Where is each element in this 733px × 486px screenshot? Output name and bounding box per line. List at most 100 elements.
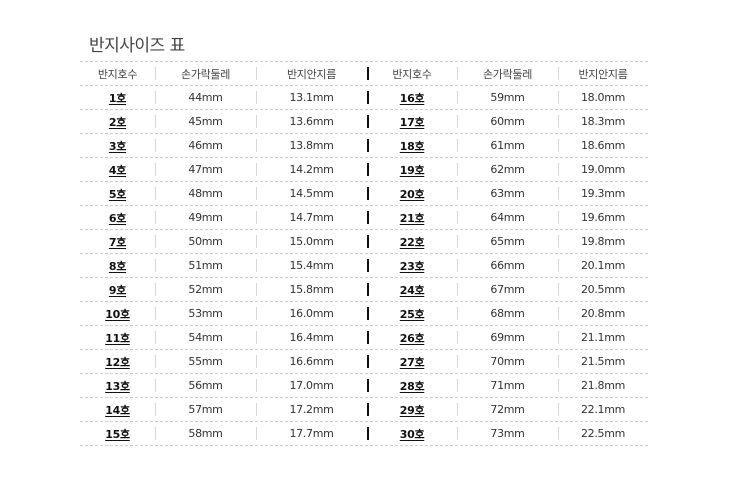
circumference-cell: 48mm [155,182,256,205]
circumference-cell-text: 71mm [490,379,525,392]
circumference-cell: 55mm [155,350,256,373]
diameter-cell: 15.4mm [256,254,367,277]
circumference-cell-text: 58mm [188,427,223,440]
size-cell-text: 22호 [399,235,425,249]
diameter-cell-text: 18.6mm [580,139,626,152]
circumference-cell-text: 57mm [188,403,223,416]
diameter-cell: 18.3mm [558,110,648,133]
size-cell-text: 23호 [399,259,425,273]
table-row: 1호 44mm 13.1mm 16호 59mm 18.0mm [80,85,648,109]
size-cell-text: 21호 [399,211,425,225]
circumference-cell: 64mm [457,206,558,229]
page-title: 반지사이즈 표 [89,36,185,56]
circumference-cell-text: 64mm [490,211,525,224]
size-cell-text: 27호 [399,355,425,369]
size-cell-text: 6호 [108,211,127,225]
circumference-cell-text: 70mm [490,355,525,368]
circumference-cell-text: 46mm [188,139,223,152]
diameter-cell-text: 20.8mm [580,307,626,320]
circumference-cell: 59mm [457,86,558,109]
size-cell: 24호 [367,278,457,301]
diameter-cell: 18.0mm [558,86,648,109]
size-cell: 20호 [367,182,457,205]
circumference-cell: 53mm [155,302,256,325]
circumference-cell-text: 55mm [188,355,223,368]
diameter-cell: 21.8mm [558,374,648,397]
circumference-cell-text: 66mm [490,259,525,272]
diameter-cell-text: 15.4mm [289,259,334,272]
size-cell-text: 15호 [105,427,130,441]
table-row: 15호 58mm 17.7mm 30호 73mm 22.5mm [80,421,648,446]
diameter-cell: 13.6mm [256,110,367,133]
diameter-cell: 22.5mm [558,422,648,445]
size-cell-text: 17호 [399,115,425,129]
diameter-cell-text: 19.0mm [580,163,626,176]
circumference-cell: 65mm [457,230,558,253]
circumference-cell: 69mm [457,326,558,349]
circumference-cell: 68mm [457,302,558,325]
size-cell-text: 25호 [399,307,425,321]
circumference-cell-text: 44mm [188,91,223,104]
diameter-cell-text: 13.6mm [289,115,334,128]
diameter-cell-text: 15.8mm [289,283,334,296]
table-header-row: 반지호수 손가락둘레 반지안지름 반지호수 손가락둘레 반지안지름 [80,61,648,85]
size-cell-text: 18호 [399,139,425,153]
diameter-cell: 13.8mm [256,134,367,157]
size-cell-text: 7호 [108,235,127,249]
size-cell-text: 29호 [399,403,425,417]
diameter-cell-text: 20.1mm [580,259,626,272]
diameter-cell-text: 20.5mm [580,283,626,296]
circumference-cell: 72mm [457,398,558,421]
circumference-cell: 60mm [457,110,558,133]
diameter-cell: 15.8mm [256,278,367,301]
diameter-cell-text: 18.3mm [580,115,626,128]
size-cell-text: 20호 [399,187,425,201]
diameter-cell: 17.7mm [256,422,367,445]
diameter-cell-text: 17.0mm [289,379,334,392]
table-row: 8호 51mm 15.4mm 23호 66mm 20.1mm [80,253,648,277]
circumference-cell: 66mm [457,254,558,277]
circumference-cell: 58mm [155,422,256,445]
size-cell: 3호 [80,134,155,157]
size-cell: 14호 [80,398,155,421]
size-cell-text: 11호 [105,331,130,345]
circumference-cell: 62mm [457,158,558,181]
table-row: 5호 48mm 14.5mm 20호 63mm 19.3mm [80,181,648,205]
size-cell-text: 5호 [108,187,127,201]
size-cell: 12호 [80,350,155,373]
diameter-cell: 20.5mm [558,278,648,301]
circumference-cell: 56mm [155,374,256,397]
size-cell: 11호 [80,326,155,349]
circumference-cell: 61mm [457,134,558,157]
size-cell: 1호 [80,86,155,109]
diameter-cell: 21.5mm [558,350,648,373]
size-cell: 17호 [367,110,457,133]
diameter-cell: 19.0mm [558,158,648,181]
circumference-cell: 47mm [155,158,256,181]
size-cell: 4호 [80,158,155,181]
diameter-cell: 18.6mm [558,134,648,157]
circumference-cell-text: 45mm [188,115,223,128]
circumference-cell-text: 50mm [188,235,223,248]
size-cell-text: 3호 [108,139,127,153]
diameter-cell: 21.1mm [558,326,648,349]
header-circumference: 손가락둘레 [155,62,256,85]
size-cell: 2호 [80,110,155,133]
diameter-cell-text: 22.5mm [580,427,626,440]
size-cell: 19호 [367,158,457,181]
diameter-cell-text: 21.8mm [580,379,626,392]
size-cell-text: 28호 [399,379,425,393]
circumference-cell: 71mm [457,374,558,397]
table-row: 4호 47mm 14.2mm 19호 62mm 19.0mm [80,157,648,181]
size-cell-text: 12호 [105,355,130,369]
diameter-cell: 16.4mm [256,326,367,349]
circumference-cell: 46mm [155,134,256,157]
circumference-cell-text: 47mm [188,163,223,176]
diameter-cell: 14.5mm [256,182,367,205]
size-cell: 28호 [367,374,457,397]
circumference-cell-text: 56mm [188,379,223,392]
table-row: 11호 54mm 16.4mm 26호 69mm 21.1mm [80,325,648,349]
circumference-cell: 57mm [155,398,256,421]
header-size: 반지호수 [97,67,138,81]
diameter-cell-text: 17.2mm [289,403,334,416]
